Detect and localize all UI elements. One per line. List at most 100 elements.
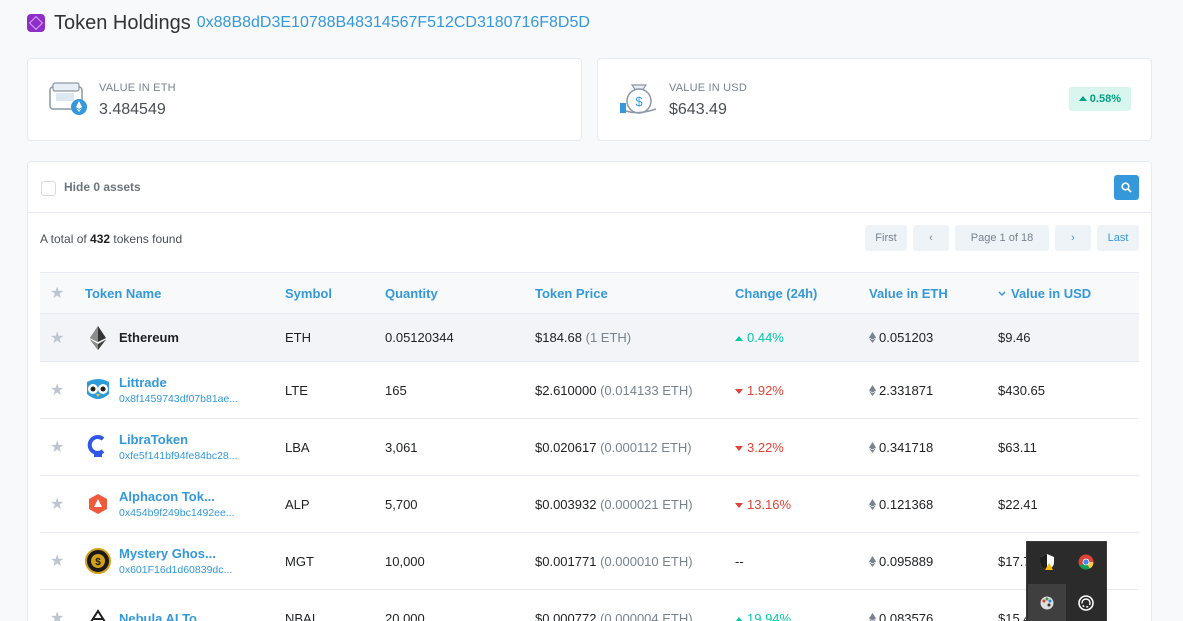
total-suffix: tokens found <box>113 232 183 246</box>
system-tray-popup <box>1026 541 1107 621</box>
favorite-cell: ★ <box>40 533 85 590</box>
favorite-header: ★ <box>40 273 85 314</box>
eth-icon <box>869 498 876 510</box>
search-button[interactable] <box>1114 175 1139 200</box>
table-row[interactable]: ★ LibraToken 0xfe5f141bf94fe84bc28... LBA 3,… <box>40 419 1139 476</box>
change-value: 13.16% <box>747 496 792 512</box>
header-token-price[interactable]: Token Price <box>535 285 608 301</box>
table-row[interactable]: ★ Alphacon Tok... 0x454b9f249bc1492ee... AL… <box>40 476 1139 533</box>
token-name-cell: $ Mystery Ghos... 0x601F16d1d60839dc... <box>85 533 285 590</box>
last-page-button[interactable]: Last <box>1097 225 1139 251</box>
token-contract-link[interactable]: 0x601F16d1d60839dc... <box>119 564 233 576</box>
svg-text:$: $ <box>95 557 101 568</box>
table-row[interactable]: ★ $ Mystery Ghos... 0x601F16d1d60839dc... MG… <box>40 533 1139 590</box>
hide-zero-assets-label[interactable]: Hide 0 assets <box>64 180 141 194</box>
eth-icon <box>869 332 876 343</box>
value-eth-cell: 0.341718 <box>869 419 998 476</box>
header-value-in-usd[interactable]: Value in USD <box>998 273 1139 314</box>
quantity-cell: 20,000 <box>385 610 425 621</box>
star-icon[interactable]: ★ <box>50 553 65 570</box>
table-row[interactable]: ★ Ethereum ETH 0.05120344 $184.68 (1 ETH) 0.4… <box>40 313 1139 362</box>
usd-value: $643.49 <box>669 101 727 118</box>
token-name-link[interactable]: LibraToken <box>119 432 189 447</box>
token-count-text: A total of 432 tokens found <box>40 232 182 246</box>
nebula-icon <box>85 605 111 621</box>
token-name-link[interactable]: Mystery Ghos... <box>119 546 216 561</box>
quantity-cell: 165 <box>385 382 407 398</box>
quantity-cell: 5,700 <box>385 496 418 512</box>
up-arrow-icon <box>1078 96 1087 101</box>
price-usd: $0.003932 <box>535 496 597 512</box>
favorite-cell: ★ <box>40 590 85 621</box>
eth-value-label: VALUE IN ETH <box>99 82 176 94</box>
next-page-button[interactable]: › <box>1055 225 1091 251</box>
value-eth-cell: 0.083576 <box>869 590 998 621</box>
header-token-name[interactable]: Token Name <box>85 285 162 301</box>
table-row[interactable]: ★ Nebula AI To... NBAI 20,000 $0.000772 (0.0… <box>40 590 1139 621</box>
token-name-link[interactable]: Nebula AI To... <box>119 610 208 621</box>
favorite-cell: ★ <box>40 476 85 533</box>
header-change-24h[interactable]: Change (24h) <box>735 285 818 301</box>
page-indicator: Page 1 of 18 <box>955 225 1049 251</box>
token-name-cell: Littrade 0x8f1459743df07b81ae... <box>85 362 285 419</box>
prev-page-button[interactable]: ‹ <box>913 225 949 251</box>
up-arrow-icon <box>735 336 743 341</box>
star-icon[interactable]: ★ <box>50 329 65 347</box>
tray-security-icon[interactable] <box>1028 543 1066 581</box>
star-icon[interactable]: ★ <box>50 285 65 302</box>
token-contract-link[interactable]: 0xfe5f141bf94fe84bc28... <box>119 450 238 462</box>
star-icon[interactable]: ★ <box>50 496 65 513</box>
star-icon[interactable]: ★ <box>50 610 65 621</box>
wallet-address-link[interactable]: 0x88B8dD3E10788B48314567F512CD3180716F8D… <box>196 14 590 31</box>
filter-bar: Hide 0 assets <box>28 162 1151 213</box>
change-value: 19.94% <box>747 610 792 621</box>
change-value: 3.22% <box>747 439 784 455</box>
symbol-cell: NBAI <box>285 610 316 621</box>
up-arrow-icon <box>735 616 743 621</box>
header-quantity[interactable]: Quantity <box>385 285 438 301</box>
price-cell: $0.001771 (0.000010 ETH) <box>535 533 735 590</box>
symbol-cell: LBA <box>285 439 310 455</box>
eth-value: 3.484549 <box>99 101 166 118</box>
tray-chrome-icon[interactable] <box>1067 543 1105 581</box>
token-name-cell: Nebula AI To... <box>85 590 285 621</box>
usd-change-badge: 0.58% <box>1068 87 1131 111</box>
value-eth: 0.121368 <box>879 496 934 512</box>
star-icon[interactable]: ★ <box>50 439 65 456</box>
star-icon[interactable]: ★ <box>50 382 65 399</box>
header-symbol[interactable]: Symbol <box>285 285 332 301</box>
value-eth: 0.083576 <box>879 610 934 621</box>
owl-icon <box>85 377 111 403</box>
token-contract-link[interactable]: 0x454b9f249bc1492ee... <box>119 507 235 519</box>
usd-change-value: 0.58% <box>1089 93 1121 105</box>
favorite-cell: ★ <box>40 362 85 419</box>
ethereum-icon <box>85 325 111 351</box>
token-name-link[interactable]: Littrade <box>119 375 167 390</box>
change-cell: 19.94% <box>735 590 869 621</box>
shield-warning-icon <box>1040 554 1054 570</box>
token-table: ★ Token Name Symbol Quantity Token Price… <box>40 272 1139 621</box>
total-count: 432 <box>90 232 111 246</box>
change-value: 1.92% <box>747 382 784 398</box>
tray-palette-icon[interactable] <box>1028 584 1066 621</box>
table-row[interactable]: ★ Littrade 0x8f1459743df07b81ae... LTE 165 $2… <box>40 362 1139 419</box>
price-usd: $0.000772 <box>535 610 597 621</box>
favorite-cell: ★ <box>40 419 85 476</box>
change-cell: 0.44% <box>735 314 869 362</box>
token-contract-link[interactable]: 0x8f1459743df07b81ae... <box>119 393 239 405</box>
first-page-button[interactable]: First <box>865 225 907 251</box>
token-name-link[interactable]: Alphacon Tok... <box>119 489 215 504</box>
token-holdings-logo-icon <box>27 14 45 32</box>
tray-sync-icon[interactable] <box>1067 584 1105 621</box>
mystery-ghost-icon: $ <box>85 548 111 574</box>
hide-zero-assets-checkbox[interactable] <box>41 181 56 196</box>
quantity-cell: 3,061 <box>385 439 418 455</box>
header-value-in-eth[interactable]: Value in ETH <box>869 285 948 301</box>
value-eth: 0.051203 <box>879 330 934 345</box>
page-title: Token Holdings <box>54 11 191 34</box>
token-name-link[interactable]: Ethereum <box>119 330 179 345</box>
value-eth: 0.341718 <box>879 439 934 455</box>
libra-icon <box>85 434 111 460</box>
search-icon <box>1121 182 1132 193</box>
chrome-icon <box>1078 554 1094 570</box>
